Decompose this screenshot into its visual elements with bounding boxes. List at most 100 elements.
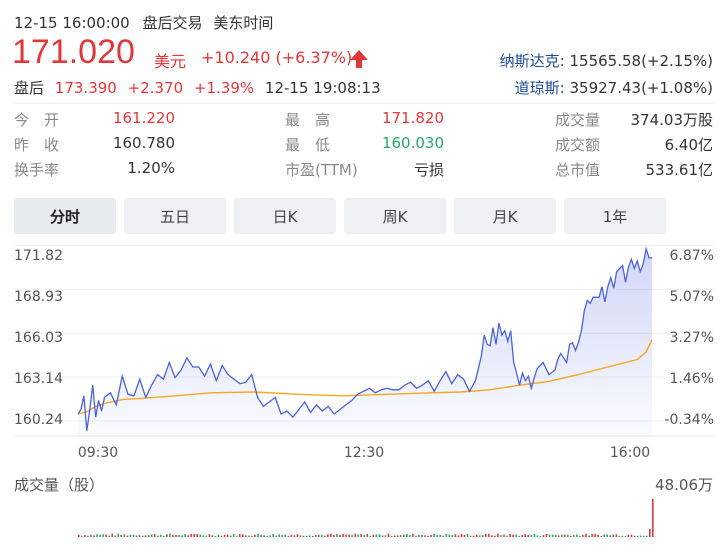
volume-bar xyxy=(478,535,481,537)
up-arrow-icon xyxy=(348,48,370,74)
price-line xyxy=(77,246,652,431)
volume-bar xyxy=(263,535,265,537)
x-tick-label: 09:30 xyxy=(78,445,118,461)
volume-bar xyxy=(518,535,520,537)
volume-bar xyxy=(433,533,435,537)
volume-bar xyxy=(354,533,356,537)
volume-bar xyxy=(166,534,168,537)
volume-bar xyxy=(533,533,536,537)
volume-bar xyxy=(509,533,511,537)
after-hours-label: 盘后 xyxy=(14,79,45,97)
volume-bar xyxy=(366,533,369,537)
volume-bar xyxy=(217,534,220,537)
volume-bar xyxy=(260,534,262,537)
volume-bar xyxy=(314,534,317,537)
after-hours-price: 173.390 xyxy=(54,79,117,97)
y-pct-label: 1.46% xyxy=(670,371,714,387)
volume-bar xyxy=(481,535,484,537)
volume-bar xyxy=(642,535,645,537)
volume-bar xyxy=(211,535,214,537)
volume-bar xyxy=(187,535,189,537)
y-tick-label: 160.24 xyxy=(14,412,63,428)
volume-bar xyxy=(363,534,366,537)
volume-bar xyxy=(621,535,624,537)
x-tick-label: 12:30 xyxy=(344,445,384,461)
volume-bar xyxy=(360,534,362,537)
volume-bar xyxy=(357,534,359,537)
price-area xyxy=(78,248,652,436)
volume-bar xyxy=(296,534,299,537)
x-tick-label: 16:00 xyxy=(610,445,650,461)
volume-bar xyxy=(588,535,590,537)
volume-bar xyxy=(393,535,396,537)
volume-bar xyxy=(536,535,539,537)
volume-bar xyxy=(93,535,95,537)
volume-bar xyxy=(512,534,514,537)
volume-bar xyxy=(633,535,636,537)
volume-bar xyxy=(415,535,417,537)
volume-bar xyxy=(305,535,308,537)
volume-bar xyxy=(287,536,290,537)
volume-bar xyxy=(178,534,180,537)
volume-bar xyxy=(448,534,451,537)
volume-bar xyxy=(248,535,250,537)
volume-bar xyxy=(345,534,347,537)
volume-bar xyxy=(272,534,274,537)
volume-bar xyxy=(381,535,384,537)
volume-bar xyxy=(257,533,259,537)
volume-bar xyxy=(627,534,630,537)
volume-bar xyxy=(81,535,83,537)
volume-bar xyxy=(293,535,296,537)
price-change: +10.240 xyxy=(201,48,271,67)
volume-bar xyxy=(472,535,475,537)
volume-bar xyxy=(147,534,150,537)
volume-bar xyxy=(214,536,217,537)
stat-prev-value: 160.780 xyxy=(112,134,175,152)
volume-bar xyxy=(506,535,508,537)
volume-bar xyxy=(418,534,420,537)
volume-bar xyxy=(427,535,429,537)
volume-bar xyxy=(120,535,123,537)
volume-bar xyxy=(530,534,533,537)
currency-label: 美元 xyxy=(154,52,187,71)
tab-one-year[interactable]: 1年 xyxy=(564,198,666,234)
volume-bar xyxy=(551,534,554,537)
tab-weekly-k[interactable]: 周K xyxy=(344,198,446,234)
current-price: 171.020 xyxy=(12,33,135,71)
volume-bar xyxy=(196,534,198,537)
volume-bar xyxy=(503,534,505,537)
volume-bar xyxy=(78,534,80,537)
volume-bar xyxy=(406,533,408,537)
volume-bar xyxy=(649,529,651,537)
y-tick-label: 171.82 xyxy=(14,248,63,264)
volume-bar xyxy=(324,535,326,537)
tab-intraday[interactable]: 分时 xyxy=(14,198,116,234)
y-tick-label: 163.14 xyxy=(14,371,63,387)
volume-bar xyxy=(485,533,487,537)
y-tick-label: 166.03 xyxy=(14,330,63,346)
y-pct-label: 3.27% xyxy=(670,330,714,346)
volume-bar xyxy=(488,534,490,537)
volume-bar xyxy=(339,534,341,537)
volume-bar xyxy=(439,535,441,537)
volume-bar xyxy=(387,533,390,537)
index-dow[interactable]: 道琼斯: 35927.43(+1.08%) xyxy=(515,77,713,98)
index-nasdaq[interactable]: 纳斯达克: 15565.58(+2.15%) xyxy=(500,50,713,71)
divider xyxy=(14,103,714,104)
volume-bar xyxy=(436,535,438,537)
price-change-pct: (+6.37%) xyxy=(275,48,353,67)
volume-bar xyxy=(399,535,402,537)
volume-bar xyxy=(609,535,612,537)
tab-daily-k[interactable]: 日K xyxy=(234,198,336,234)
volume-bar xyxy=(594,533,596,537)
volume-bar xyxy=(205,535,208,537)
volume-bar xyxy=(442,535,444,537)
after-hours-time: 12-15 19:08:13 xyxy=(264,79,381,97)
volume-bar xyxy=(591,533,593,537)
tab-monthly-k[interactable]: 月K xyxy=(454,198,556,234)
volume-bar xyxy=(403,534,405,537)
volume-bar xyxy=(445,533,448,537)
volume-bar xyxy=(138,535,141,537)
tab-five-day[interactable]: 五日 xyxy=(124,198,226,234)
